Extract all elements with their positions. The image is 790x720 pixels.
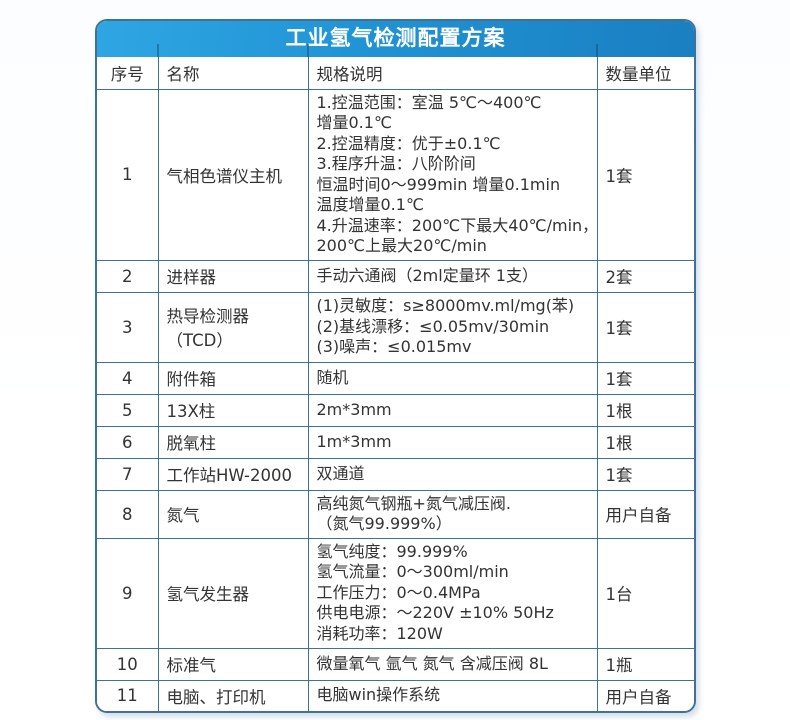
spec-line: 氢气纯度：99.999%: [316, 541, 468, 561]
cell-no: 11: [97, 679, 159, 711]
spec-line: 微量氧气 氩气 氮气 含减压阀 8L: [316, 653, 548, 673]
cell-qty: 1套: [596, 457, 694, 491]
table-row: 10 标准气 微量氧气 氩气 氮气 含减压阀 8L 1瓶: [97, 647, 694, 681]
cell-name: 脱氧柱: [157, 425, 309, 459]
config-table-card: 工业氢气检测配置方案 序号 名称 规格说明 数量单位 1 气相色谱仪主机: [95, 19, 696, 713]
cell-no: 8: [97, 489, 159, 539]
table-row: 5 13X柱 2m*3mm 1根: [97, 393, 694, 427]
table-row: 8 氮气 高纯氮气钢瓶+氮气减压阀. （氮气99.999%） 用户自备: [97, 489, 694, 539]
cell-no: 1: [97, 88, 159, 261]
column-divider-tick: [307, 44, 309, 57]
spec-line: 2m*3mm: [316, 399, 392, 419]
spec-line: 工作压力：0～0.4MPa: [316, 582, 481, 602]
spec-line: 2.控温精度：优于±0.1℃: [316, 133, 501, 153]
spec-line: 手动六通阀（2ml定量环 1支）: [316, 265, 538, 285]
table-header-row: 序号 名称 规格说明 数量单位: [97, 57, 694, 90]
cell-spec: 1.控温范围：室温 5℃～400℃ 增量0.1℃ 2.控温精度：优于±0.1℃ …: [307, 88, 599, 261]
cell-qty: 2套: [596, 259, 694, 293]
spec-line: 供电电源：～220V ±10% 50Hz: [316, 603, 554, 623]
spec-line: 消耗功率：120W: [316, 623, 443, 643]
spec-line: 1.控温范围：室温 5℃～400℃: [316, 92, 542, 112]
cell-qty: 1台: [596, 537, 694, 649]
cell-qty: 用户自备: [596, 679, 694, 711]
spec-line: 氢气流量：0～300ml/min: [316, 562, 509, 582]
cell-spec: (1)灵敏度：s≥8000mv.ml/mg(苯) (2)基线漂移：≤0.05mv…: [307, 291, 598, 363]
spec-line: (2)基线漂移：≤0.05mv/30min: [316, 316, 550, 336]
table-row: 9 氢气发生器 氢气纯度：99.999% 氢气流量：0～300ml/min 工作…: [97, 537, 694, 649]
spec-line: 随机: [316, 367, 349, 387]
column-header-no: 序号: [97, 57, 159, 90]
cell-spec: 2m*3mm: [307, 393, 598, 427]
cell-spec: 电脑win操作系统: [307, 679, 598, 711]
cell-name: 氢气发生器: [157, 537, 309, 649]
table-title: 工业氢气检测配置方案: [285, 25, 506, 50]
spec-line: 200℃上最大20℃/min: [316, 236, 487, 255]
cell-spec: 双通道: [307, 457, 598, 491]
spec-line: 4.升温速率：200℃下最大40℃/min，: [316, 215, 599, 235]
cell-name: 附件箱: [157, 361, 309, 395]
cell-no: 9: [97, 537, 159, 649]
spec-line: 1m*3mm: [316, 431, 392, 451]
cell-name: 氮气: [157, 489, 309, 539]
cell-spec: 微量氧气 氩气 氮气 含减压阀 8L: [307, 647, 598, 681]
cell-name: 工作站HW-2000: [157, 457, 309, 491]
cell-no: 6: [97, 425, 159, 459]
column-header-qty: 数量单位: [596, 57, 694, 90]
cell-spec: 随机: [307, 361, 598, 395]
cell-name: 13X柱: [157, 393, 309, 427]
cell-name: 电脑、打印机: [157, 679, 309, 711]
cell-no: 5: [97, 393, 159, 427]
cell-no: 2: [97, 259, 159, 293]
cell-spec: 高纯氮气钢瓶+氮气减压阀. （氮气99.999%）: [307, 489, 598, 539]
cell-spec: 氢气纯度：99.999% 氢气流量：0～300ml/min 工作压力：0～0.4…: [307, 537, 598, 649]
cell-no: 7: [97, 457, 159, 491]
cell-name: 气相色谱仪主机: [157, 88, 309, 261]
spec-line: 增量0.1℃: [316, 113, 392, 132]
cell-spec: 1m*3mm: [307, 425, 598, 459]
spec-table: 序号 名称 规格说明 数量单位 1 气相色谱仪主机 1.控温范围：室温 5℃～4…: [97, 57, 694, 711]
cell-no: 10: [97, 647, 159, 681]
table-row: 1 气相色谱仪主机 1.控温范围：室温 5℃～400℃ 增量0.1℃ 2.控温精…: [97, 88, 694, 261]
cell-no: 4: [97, 361, 159, 395]
column-header-spec: 规格说明: [307, 57, 598, 90]
cell-qty: 1套: [596, 361, 694, 395]
cell-qty: 1套: [596, 88, 694, 261]
cell-name: 标准气: [157, 647, 309, 681]
table-row: 7 工作站HW-2000 双通道 1套: [97, 457, 694, 491]
spec-line: （氮气99.999%）: [316, 514, 452, 533]
spec-line: (1)灵敏度：s≥8000mv.ml/mg(苯): [316, 296, 575, 316]
spec-line: 3.程序升温：八阶阶间: [316, 154, 476, 173]
table-row: 4 附件箱 随机 1套: [97, 361, 694, 395]
spec-line: 双通道: [316, 463, 365, 483]
spec-line: 温度增量0.1℃: [316, 195, 424, 214]
table-title-bar: 工业氢气检测配置方案: [97, 21, 694, 57]
cell-qty: 用户自备: [596, 489, 694, 539]
column-header-name: 名称: [157, 57, 309, 90]
spec-line: (3)噪声：≤0.015mv: [316, 337, 472, 357]
table-row: 2 进样器 手动六通阀（2ml定量环 1支） 2套: [97, 259, 694, 293]
spec-line: 电脑win操作系统: [316, 685, 441, 705]
table-row: 3 热导检测器（TCD） (1)灵敏度：s≥8000mv.ml/mg(苯) (2…: [97, 291, 694, 363]
cell-qty: 1根: [596, 393, 694, 427]
cell-no: 3: [97, 291, 159, 363]
column-divider-tick: [596, 44, 598, 57]
cell-spec: 手动六通阀（2ml定量环 1支）: [307, 259, 598, 293]
spec-line: 高纯氮气钢瓶+氮气减压阀.: [316, 493, 512, 513]
spec-line: 恒温时间0～999min 增量0.1min: [316, 174, 561, 194]
cell-qty: 1瓶: [596, 647, 694, 681]
cell-name: 进样器: [157, 259, 309, 293]
cell-qty: 1套: [596, 291, 694, 363]
cell-qty: 1根: [596, 425, 694, 459]
table-row: 6 脱氧柱 1m*3mm 1根: [97, 425, 694, 459]
column-divider-tick: [157, 44, 159, 57]
table-row: 11 电脑、打印机 电脑win操作系统 用户自备: [97, 679, 694, 711]
cell-name: 热导检测器（TCD）: [157, 291, 309, 363]
